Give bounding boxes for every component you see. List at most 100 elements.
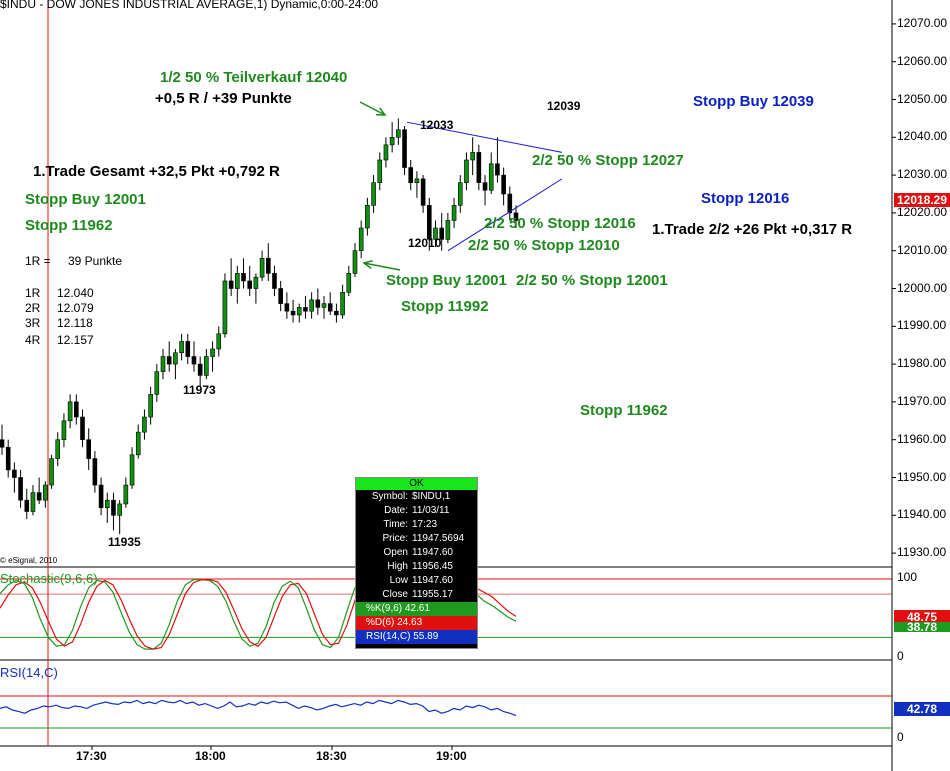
candle-body xyxy=(482,182,488,191)
candle-body xyxy=(290,310,296,316)
candle-body xyxy=(92,458,98,486)
candle-body xyxy=(142,416,147,433)
info-value: 11947.60 xyxy=(412,575,453,586)
candle-body xyxy=(129,454,135,486)
candle-body xyxy=(377,159,383,183)
candle-body xyxy=(160,356,166,372)
annotation-stopp-12016-blue: Stopp 12016 xyxy=(701,190,790,207)
info-label: Date: xyxy=(384,505,408,516)
candle-body xyxy=(210,348,215,357)
triangle-lower-line xyxy=(447,178,563,252)
rsi-line xyxy=(0,699,517,717)
info-label: Symbol: xyxy=(371,491,408,502)
candle-body xyxy=(433,227,438,240)
candle-body xyxy=(507,193,513,214)
y-tick-label: 12040.00 xyxy=(897,129,948,144)
ok-button[interactable]: OK xyxy=(356,478,477,490)
r-level-value: 12.157 xyxy=(57,333,94,347)
candle-body xyxy=(296,307,302,316)
annotation-low-11973: 11973 xyxy=(183,383,216,397)
candle-body xyxy=(414,178,420,183)
info-value: 11947.60 xyxy=(412,547,453,558)
candle-body xyxy=(98,484,104,509)
candle-body xyxy=(358,227,364,252)
candle-body xyxy=(18,477,23,501)
candle-body xyxy=(340,291,345,316)
y-tick-label: 11990.00 xyxy=(897,318,947,333)
annotation-r-punkte: +0,5 R / +39 Punkte xyxy=(155,90,292,107)
info-value: 11947.5694 xyxy=(412,533,465,544)
candle-body xyxy=(389,137,395,146)
candle-body xyxy=(148,394,153,418)
chart-title: $INDU - DOW JONES INDUSTRIAL AVERAGE,1) … xyxy=(0,0,379,11)
candle-body xyxy=(166,356,172,365)
candle-body xyxy=(179,341,184,354)
info-rsi: RSI(14,C) 55.89 xyxy=(356,630,477,644)
annotation-low-12010: 12010 xyxy=(408,236,442,250)
candle-body xyxy=(371,182,376,206)
candle-body xyxy=(55,439,61,459)
info-value: $INDU,1 xyxy=(412,491,451,502)
candle-body xyxy=(222,280,228,335)
candle-body xyxy=(173,352,178,365)
candle-body xyxy=(272,273,277,289)
annotation-stopp-buy-12039: Stopp Buy 12039 xyxy=(693,93,814,110)
candle-body xyxy=(303,307,308,312)
r-level-value: 12.118 xyxy=(57,316,93,330)
candle-body xyxy=(383,144,389,161)
candle-body xyxy=(61,420,67,440)
triangle-upper-line xyxy=(406,121,563,153)
y-tick-label: 12010.00 xyxy=(897,242,948,257)
info-label: Time: xyxy=(383,519,408,530)
info-row: High 11956.45 xyxy=(356,560,477,574)
candle-body xyxy=(104,499,110,509)
candle-body xyxy=(420,178,426,206)
candle-body xyxy=(334,310,339,316)
info-row: Open 11947.60 xyxy=(356,546,477,560)
rsi-tag: 42.78 xyxy=(894,702,950,716)
annotation-r-def-value: 39 Punkte xyxy=(68,254,123,268)
candle-body xyxy=(402,129,407,168)
candle-body xyxy=(12,469,17,478)
candle-body xyxy=(408,167,414,183)
info-row: Time: 17:23 xyxy=(356,518,477,532)
candle-body xyxy=(247,280,253,289)
r-level-label: 3R xyxy=(25,316,41,330)
y-tick-label: 11970.00 xyxy=(897,393,947,408)
candle-body xyxy=(427,205,432,240)
info-row: Low 11947.60 xyxy=(356,574,477,588)
candle-body xyxy=(346,273,352,293)
annotation-stopp-12027: 2/2 50 % Stopp 12027 xyxy=(532,152,684,169)
candle-body xyxy=(204,356,209,376)
annotation-stopp-11962-left: Stopp 11962 xyxy=(25,217,113,234)
current-price-tag: 12018.29 xyxy=(894,193,950,207)
candle-body xyxy=(235,273,240,289)
candle-body xyxy=(495,163,500,176)
annotation-high-12039: 12039 xyxy=(547,99,581,113)
annotation-low-11935: 11935 xyxy=(108,535,141,549)
candle-body xyxy=(439,227,444,240)
copyright-label: © eSignal, 2010 xyxy=(0,556,58,565)
candle-body xyxy=(259,257,265,278)
r-level-value: 12.079 xyxy=(57,301,94,315)
y-tick-label: 12060.00 xyxy=(897,53,948,68)
y-tick-label: 11950.00 xyxy=(897,469,947,484)
candle-body xyxy=(451,205,457,221)
candle-body xyxy=(470,152,475,161)
r-level-value: 12.040 xyxy=(57,286,94,300)
y-tick-label: 12050.00 xyxy=(897,91,948,106)
candle-body xyxy=(216,333,222,350)
candle-body xyxy=(111,499,116,516)
annotation-stopp-11992: Stopp 11992 xyxy=(401,298,489,315)
r-level-label: 1R xyxy=(25,286,41,300)
info-value: 11956.45 xyxy=(412,561,453,572)
candle-body xyxy=(253,276,259,289)
candle-body xyxy=(501,174,506,195)
candle-body xyxy=(228,280,234,289)
stoch-k-tag: 38.78 xyxy=(894,622,950,632)
candle-body xyxy=(513,212,519,221)
candle-body xyxy=(315,299,321,308)
candle-body xyxy=(0,439,5,448)
candle-body xyxy=(154,371,160,395)
